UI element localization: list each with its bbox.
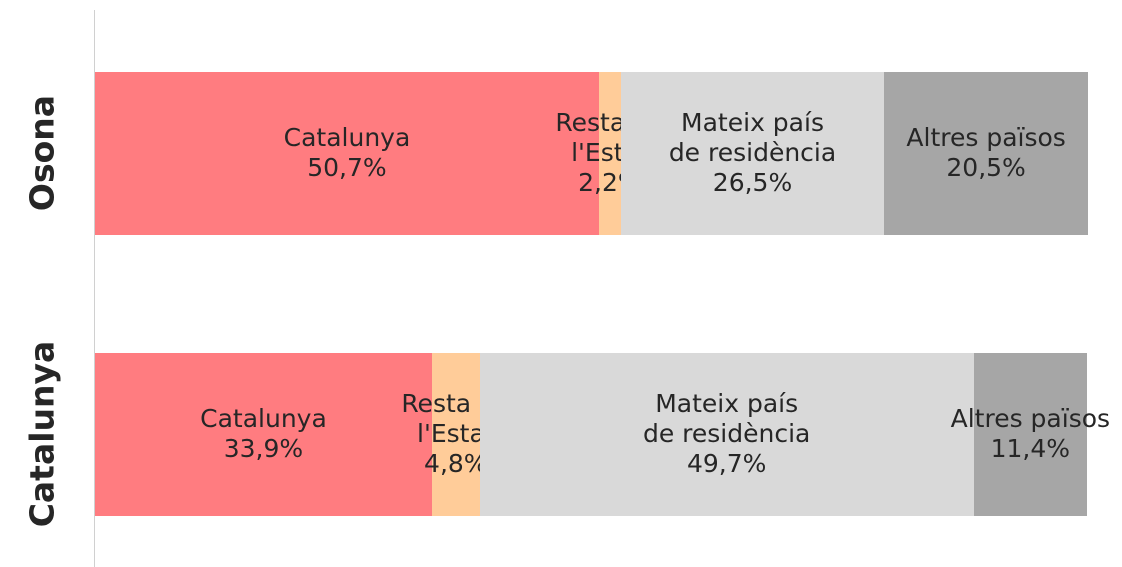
bar-segment [620, 71, 885, 235]
bar-segment [598, 71, 621, 235]
segment-name: Mateix país de residència [668, 108, 837, 167]
category-label: Osona [22, 94, 62, 212]
bar-segment [431, 352, 480, 516]
data-label: Mateix país de residència 49,7% [637, 389, 817, 479]
data-label: Catalunya 50,7% [257, 123, 437, 183]
value-label: 26,5% [712, 168, 793, 197]
bar-segment [95, 352, 432, 516]
bar-segment [884, 71, 1088, 235]
segment-name: Altres països [906, 123, 1066, 152]
data-label: Mateix país de residència 26,5% [663, 108, 843, 198]
value-label: 50,7% [307, 153, 387, 182]
value-label: 20,5% [946, 153, 1026, 182]
value-label: 33,9% [223, 434, 304, 463]
category-axis [94, 10, 95, 567]
segment-name: Catalunya [200, 404, 327, 433]
category-label: Catalunya [22, 340, 62, 528]
bar-segment [95, 71, 599, 235]
data-label: Catalunya 33,9% [173, 404, 353, 464]
segment-name: Mateix país de residència [642, 389, 811, 448]
data-label: Altres països 11,4% [940, 404, 1120, 464]
bar-segment [973, 352, 1087, 516]
bar-segment [479, 352, 974, 516]
value-label: 4,8% [424, 449, 488, 478]
segment-name: Altres països [950, 404, 1111, 433]
value-label: 49,7% [686, 449, 767, 478]
data-label: Altres països 20,5% [896, 123, 1076, 183]
value-label: 11,4% [990, 434, 1071, 463]
segment-name: Catalunya [283, 123, 411, 152]
